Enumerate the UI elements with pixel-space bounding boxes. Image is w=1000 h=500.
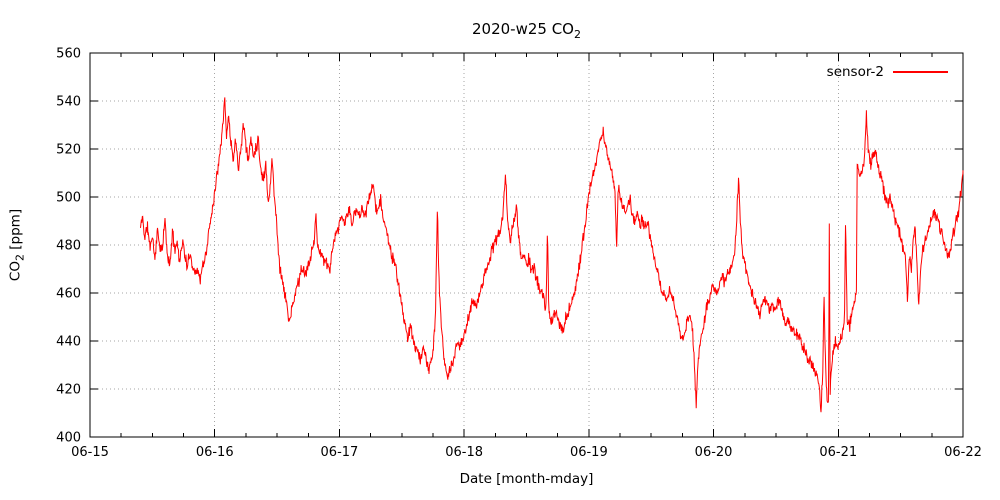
y-tick-label: 560 (56, 47, 81, 62)
x-tick-label: 06-15 (71, 445, 109, 460)
y-tick-label: 520 (56, 143, 81, 158)
x-tick-label: 06-22 (944, 445, 982, 460)
x-tick-label: 06-17 (321, 445, 359, 460)
x-axis-label: Date [month-mday] (459, 471, 594, 487)
x-tick-label: 06-21 (819, 445, 857, 460)
y-tick-label: 480 (56, 239, 81, 254)
y-tick-label: 500 (56, 191, 81, 206)
legend-line-swatch (893, 71, 948, 73)
x-tick-label: 06-19 (570, 445, 608, 460)
series-line-sensor-2 (140, 97, 964, 413)
y-tick-label: 460 (56, 287, 81, 302)
legend-series-label: sensor-2 (826, 64, 884, 80)
chart-title: 2020-w25 CO2 (90, 20, 963, 41)
y-tick-label: 420 (56, 383, 81, 398)
x-tick-label: 06-16 (196, 445, 234, 460)
chart-title-subscript: 2 (574, 28, 581, 41)
y-tick-label: 440 (56, 335, 81, 350)
y-tick-label: 540 (56, 95, 81, 110)
chart-title-text: 2020-w25 CO (472, 20, 574, 38)
y-axis-label: CO2 [ppm] (7, 208, 27, 282)
legend: sensor-2 (827, 64, 948, 80)
y-tick-label: 400 (56, 431, 81, 446)
x-tick-label: 06-18 (445, 445, 483, 460)
x-tick-label: 06-20 (695, 445, 733, 460)
